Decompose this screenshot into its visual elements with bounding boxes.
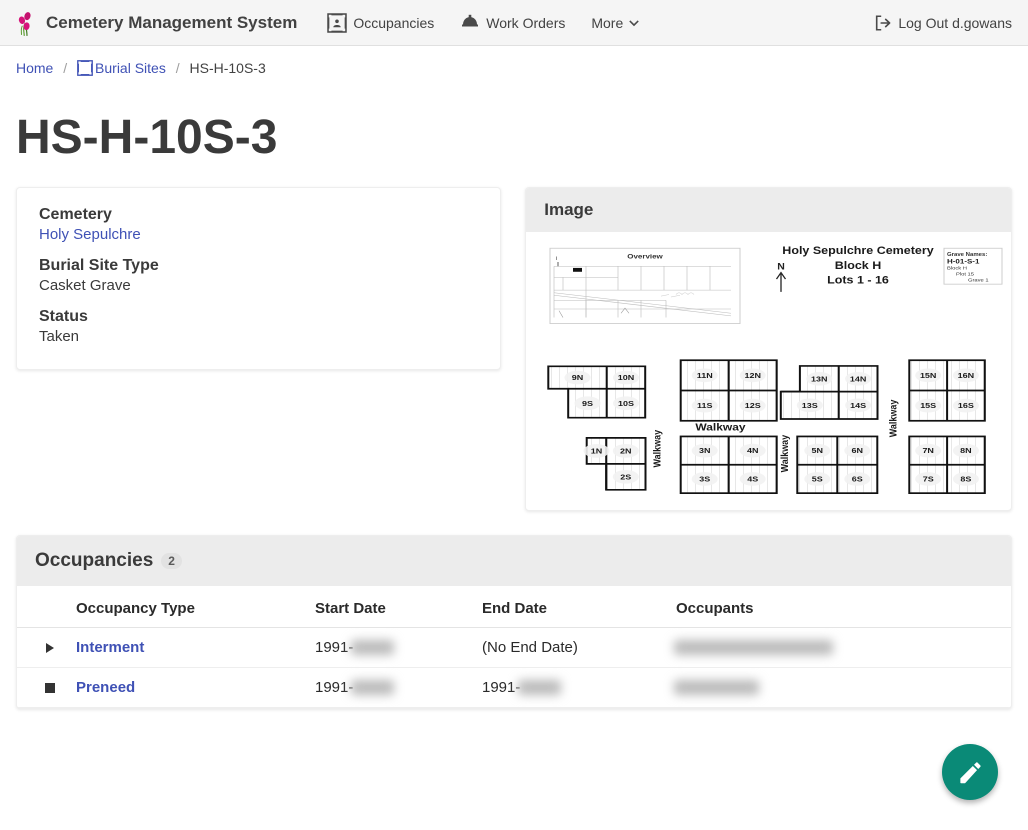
svg-text:4N: 4N bbox=[747, 446, 758, 455]
svg-text:15N: 15N bbox=[920, 370, 936, 379]
svg-text:9N: 9N bbox=[572, 373, 583, 382]
svg-text:3S: 3S bbox=[699, 474, 710, 483]
svg-text:16N: 16N bbox=[958, 370, 974, 379]
svg-text:Block H: Block H bbox=[947, 266, 967, 272]
svg-text:7N: 7N bbox=[923, 446, 934, 455]
svg-text:Walkway: Walkway bbox=[696, 422, 747, 433]
svg-text:13N: 13N bbox=[811, 374, 827, 383]
svg-text:13S: 13S bbox=[802, 400, 818, 409]
svg-text:Holy Sepulchre Cemetery: Holy Sepulchre Cemetery bbox=[783, 245, 935, 257]
svg-text:H-01-S-1: H-01-S-1 bbox=[947, 257, 979, 265]
svg-text:Walkway: Walkway bbox=[652, 429, 664, 467]
svg-text:10N: 10N bbox=[618, 373, 634, 382]
svg-text:14N: 14N bbox=[850, 374, 866, 383]
svg-text:2N: 2N bbox=[620, 446, 631, 455]
svg-text:5N: 5N bbox=[812, 446, 823, 455]
svg-text:12N: 12N bbox=[745, 370, 761, 379]
svg-text:14S: 14S bbox=[850, 400, 866, 409]
svg-text:6S: 6S bbox=[852, 474, 863, 483]
svg-text:3N: 3N bbox=[699, 446, 710, 455]
svg-text:8S: 8S bbox=[961, 474, 972, 483]
svg-text:Lots 1 - 16: Lots 1 - 16 bbox=[827, 274, 889, 286]
svg-text:Plot 15: Plot 15 bbox=[956, 272, 974, 278]
svg-text:Grave 1: Grave 1 bbox=[968, 278, 989, 284]
svg-text:Walkway: Walkway bbox=[780, 434, 792, 472]
svg-text:7S: 7S bbox=[923, 474, 934, 483]
svg-text:Walkway: Walkway bbox=[888, 399, 900, 437]
svg-text:4S: 4S bbox=[747, 474, 758, 483]
svg-text:1N: 1N bbox=[591, 446, 602, 455]
svg-text:12S: 12S bbox=[745, 401, 761, 410]
svg-text:8N: 8N bbox=[960, 446, 971, 455]
svg-text:16S: 16S bbox=[958, 401, 974, 410]
svg-text:N: N bbox=[777, 262, 785, 272]
svg-text:i: i bbox=[556, 256, 557, 262]
svg-text:11S: 11S bbox=[697, 401, 713, 410]
svg-text:11N: 11N bbox=[697, 370, 713, 379]
svg-text:15S: 15S bbox=[920, 401, 936, 410]
svg-text:Block H: Block H bbox=[835, 259, 882, 271]
svg-text:5S: 5S bbox=[812, 474, 823, 483]
svg-text:6N: 6N bbox=[852, 446, 863, 455]
svg-text:Overview: Overview bbox=[627, 252, 663, 260]
svg-text:10S: 10S bbox=[618, 398, 634, 407]
svg-text:2S: 2S bbox=[621, 472, 632, 481]
svg-text:9S: 9S bbox=[582, 398, 593, 407]
